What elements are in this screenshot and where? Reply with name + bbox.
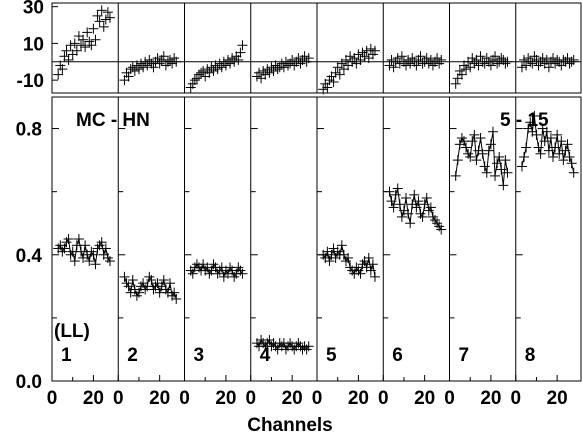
annotation-ll: (LL) bbox=[54, 321, 90, 342]
xtick-label: 0 bbox=[245, 388, 256, 409]
panel-label: 4 bbox=[260, 345, 271, 366]
series-4 bbox=[251, 51, 314, 355]
x-axis-title: Channels bbox=[247, 415, 333, 435]
main-ytick-label: 0.0 bbox=[16, 372, 42, 393]
main-ytick-label: 0.8 bbox=[16, 120, 42, 141]
panel-label: 7 bbox=[459, 345, 470, 366]
xtick-label: 20 bbox=[547, 388, 568, 409]
panel-label: 1 bbox=[61, 345, 72, 366]
panel-label: 3 bbox=[194, 345, 205, 366]
annotation-energy: 5 - 15 bbox=[500, 110, 549, 131]
axis-ticks bbox=[51, 6, 558, 382]
top-ytick-label: -10 bbox=[17, 71, 44, 92]
xtick-label: 0 bbox=[47, 388, 58, 409]
xtick-label: 0 bbox=[113, 388, 124, 409]
xtick-label: 20 bbox=[480, 388, 501, 409]
xtick-label: 20 bbox=[348, 388, 369, 409]
xtick-label: 0 bbox=[378, 388, 389, 409]
annotation-main: MC - HN bbox=[76, 110, 150, 131]
panel-label: 2 bbox=[127, 345, 138, 366]
series-2 bbox=[119, 51, 182, 304]
series-1 bbox=[53, 5, 115, 270]
series-7 bbox=[450, 51, 513, 191]
xtick-label: 20 bbox=[83, 388, 104, 409]
panel-label: 6 bbox=[392, 345, 403, 366]
xtick-label: 0 bbox=[444, 388, 455, 409]
top-ytick-label: 10 bbox=[23, 34, 44, 55]
xtick-label: 20 bbox=[149, 388, 170, 409]
panel-label: 8 bbox=[525, 345, 536, 366]
xtick-label: 0 bbox=[179, 388, 190, 409]
series-line bbox=[455, 131, 508, 186]
series-3 bbox=[185, 40, 248, 282]
xtick-label: 0 bbox=[312, 388, 323, 409]
panel-label: 5 bbox=[326, 345, 337, 366]
data-marks bbox=[53, 5, 579, 355]
series-8 bbox=[516, 51, 579, 178]
series-5 bbox=[318, 43, 380, 282]
xtick-label: 20 bbox=[282, 388, 303, 409]
top-ytick-label: 30 bbox=[23, 0, 44, 19]
xtick-label: 20 bbox=[215, 388, 236, 409]
main-ytick-label: 0.4 bbox=[16, 246, 43, 267]
xtick-label: 0 bbox=[510, 388, 521, 409]
series-6 bbox=[384, 51, 447, 235]
xtick-label: 20 bbox=[414, 388, 435, 409]
